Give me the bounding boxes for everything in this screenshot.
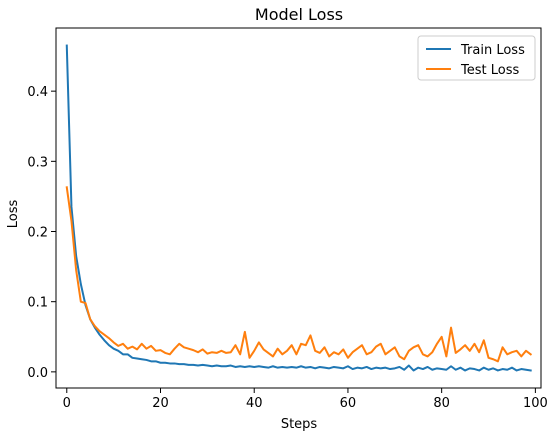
legend-label: Train Loss: [460, 43, 525, 58]
y-tick-label: 0.1: [27, 296, 48, 311]
plot-frame: [55, 27, 542, 389]
x-tick-label: 0: [63, 396, 71, 411]
x-tick-label: 100: [523, 396, 548, 411]
x-tick-label: 60: [340, 396, 357, 411]
chart-title: Model Loss: [255, 5, 343, 24]
y-tick-label: 0.4: [27, 85, 48, 100]
x-tick-label: 40: [246, 396, 263, 411]
x-tick-label: 20: [152, 396, 169, 411]
series-line-train-loss: [65, 44, 532, 372]
y-axis-label: Loss: [6, 200, 21, 229]
x-tick-label: 80: [433, 396, 450, 411]
legend: Train Loss Test Loss: [417, 35, 536, 81]
legend-label: Test Loss: [460, 63, 519, 78]
y-tick-label: 0.3: [27, 155, 48, 170]
x-axis-label: Steps: [281, 417, 318, 432]
plot-area: 0 20 40 60 80 100 0.0 0.1 0.2 0.3 0.4: [27, 27, 548, 411]
series-line-test-loss: [65, 186, 533, 363]
y-tick-label: 0.0: [27, 366, 48, 381]
y-tick-label: 0.2: [27, 226, 48, 241]
